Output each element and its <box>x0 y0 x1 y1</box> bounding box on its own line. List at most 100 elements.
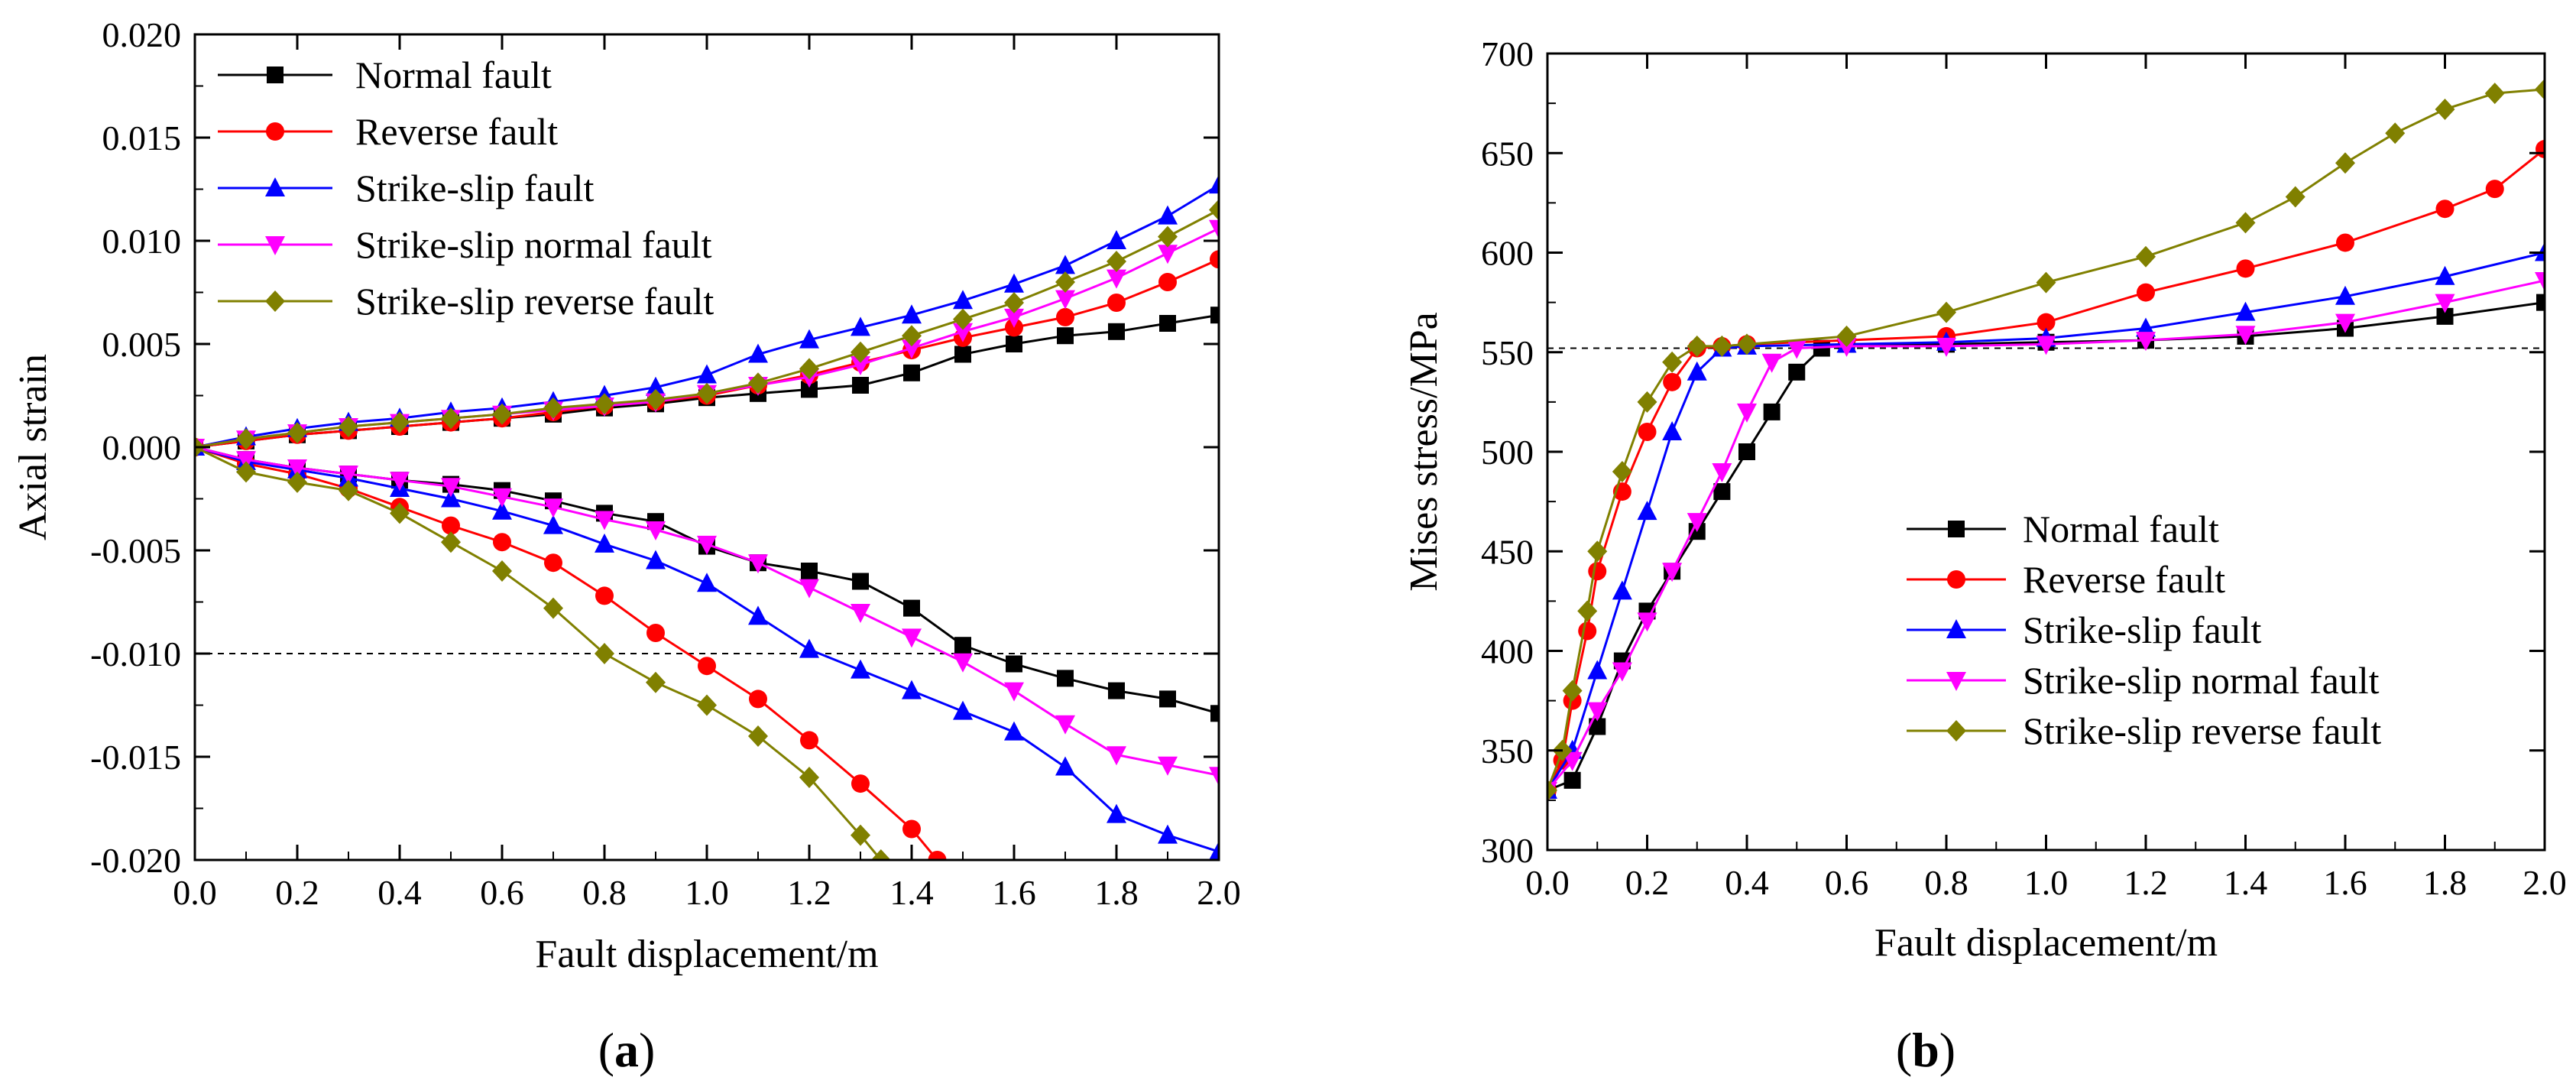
data-point <box>1006 655 1022 673</box>
data-point <box>1638 422 1657 441</box>
data-point <box>1612 580 1632 600</box>
legend-item: Strike-slip reverse fault <box>1907 709 2381 752</box>
data-point <box>1209 841 1219 860</box>
data-point <box>1056 307 1074 326</box>
data-point <box>1763 403 1781 420</box>
data-point <box>1761 353 1782 373</box>
legend-item: Strike-slip reverse fault <box>218 280 714 323</box>
x-tick-label: 1.8 <box>2423 863 2467 902</box>
data-point <box>2385 122 2406 144</box>
data-point <box>1209 199 1219 221</box>
data-point <box>902 339 922 359</box>
data-point <box>339 479 358 501</box>
data-point <box>749 690 767 709</box>
legend-marker <box>1947 570 1965 589</box>
plot-area <box>195 174 1219 860</box>
data-point <box>800 731 818 750</box>
y-tick-label: 0.000 <box>102 428 182 467</box>
data-point <box>1108 682 1125 699</box>
chart-panel-b: 0.0 0.2 0.4 0.6 0.8 1.0 1.2 1.4 1.6 1.8 2.0 300 350 4… <box>1402 34 2567 965</box>
legend-marker <box>265 236 285 255</box>
legend-label: Strike-slip normal fault <box>2023 659 2380 702</box>
y-tick-label: 700 <box>1481 34 1534 73</box>
data-point <box>852 377 869 394</box>
data-point <box>2485 180 2504 199</box>
y-tick-label: -0.015 <box>90 738 181 777</box>
series-line <box>195 446 1219 853</box>
legend-label: Strike-slip fault <box>2023 608 2262 651</box>
x-tick-label: 0.2 <box>1625 863 1670 902</box>
data-point <box>1563 771 1581 789</box>
data-point <box>2435 265 2455 285</box>
legend-label: Reverse fault <box>355 110 558 153</box>
data-point <box>1712 463 1732 483</box>
data-point <box>543 514 563 534</box>
data-point <box>2236 259 2255 278</box>
x-tick-label: 0.6 <box>480 873 524 912</box>
data-point <box>1589 718 1606 735</box>
y-tick-label: -0.010 <box>90 634 181 673</box>
legend-item: Strike-slip normal fault <box>1907 659 2380 702</box>
data-point <box>2336 233 2354 252</box>
data-point <box>698 657 716 676</box>
x-tick-label: 1.4 <box>889 873 934 912</box>
data-point <box>1637 612 1657 632</box>
data-point <box>595 643 614 664</box>
legend-label: Strike-slip reverse fault <box>2023 709 2381 752</box>
data-point <box>390 502 410 524</box>
data-point <box>1662 563 1683 582</box>
chart-panel-a: 0.0 0.2 0.4 0.6 0.8 1.0 1.2 1.4 1.6 1.8 2.0 -0.020 -… <box>11 15 1241 976</box>
y-tick-label: 650 <box>1481 134 1534 173</box>
data-point <box>441 488 461 508</box>
data-point <box>748 554 768 574</box>
legend-item: Strike-slip fault <box>218 167 595 209</box>
data-point <box>1662 351 1683 373</box>
legend-item: Normal fault <box>218 54 552 96</box>
legend-label: Strike-slip reverse fault <box>355 280 714 323</box>
data-point <box>236 461 256 483</box>
data-point <box>1107 803 1126 823</box>
legend-label: Normal fault <box>355 54 552 96</box>
data-point <box>953 700 973 720</box>
y-tick-label: -0.005 <box>90 531 181 570</box>
data-point <box>902 680 922 699</box>
data-point <box>902 325 922 347</box>
data-point <box>852 573 869 590</box>
data-point <box>851 341 870 363</box>
data-point <box>953 308 973 330</box>
data-point <box>1562 680 1583 702</box>
data-point <box>1738 443 1755 460</box>
series-line <box>195 446 938 860</box>
data-point <box>851 316 870 336</box>
legend-marker <box>267 67 284 83</box>
data-point <box>1562 751 1583 771</box>
data-point <box>953 653 973 673</box>
data-point <box>1547 779 1557 801</box>
x-tick-label: 0.2 <box>275 873 319 912</box>
y-tick-label: 500 <box>1481 433 1534 472</box>
data-point <box>2235 301 2256 321</box>
y-tick-label: 0.010 <box>102 222 182 261</box>
data-point <box>441 407 461 430</box>
data-point <box>287 471 307 493</box>
data-point <box>339 416 358 437</box>
data-point <box>1687 335 1707 357</box>
data-point <box>799 579 819 599</box>
data-point <box>903 599 920 617</box>
data-point <box>697 382 717 404</box>
x-tick-label: 1.0 <box>2024 863 2069 902</box>
data-point <box>1713 483 1731 501</box>
x-tick-label: 0.4 <box>377 873 422 912</box>
y-axis-title: Mises stress/MPa <box>1402 312 1446 591</box>
data-point <box>646 376 666 396</box>
x-tick-label: 2.0 <box>2523 863 2567 902</box>
legend-marker <box>1946 619 1966 638</box>
data-point <box>1737 333 1757 355</box>
data-point <box>2036 336 2056 355</box>
data-point <box>1662 420 1683 440</box>
legend-label: Normal fault <box>2023 508 2219 550</box>
data-point <box>903 364 920 381</box>
data-point <box>543 597 563 619</box>
legend: Normal fault Reverse fault Strike-slip fau… <box>218 54 714 323</box>
data-point <box>2036 313 2056 332</box>
